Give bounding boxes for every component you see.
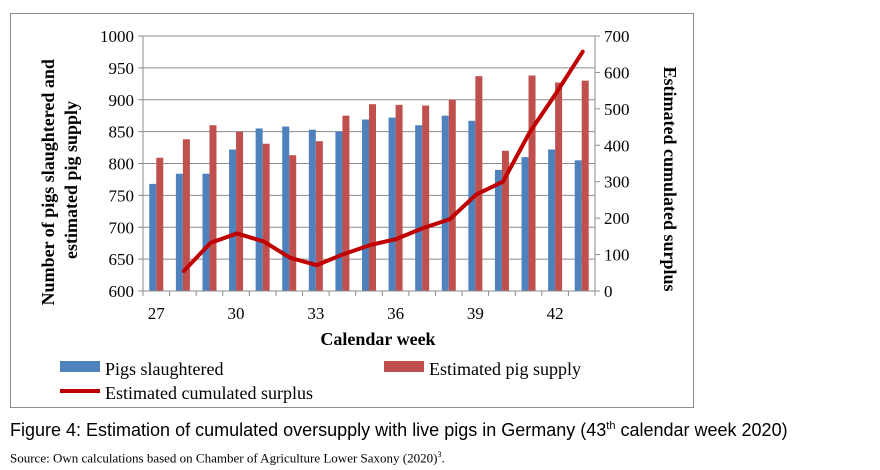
bar-estimated-pig-supply	[422, 105, 430, 291]
y2-tick-label: 500	[604, 100, 630, 119]
bars	[149, 75, 589, 292]
y-tick-label: 750	[109, 186, 135, 205]
legend-swatch-estimated-pig-supply	[384, 361, 424, 372]
bar-pigs-slaughtered	[415, 125, 423, 291]
source-end: .	[441, 450, 445, 466]
y-axis-title-line-1: Number of pigs slaughtered and	[38, 59, 58, 305]
caption-superscript: th	[606, 420, 616, 432]
bar-pigs-slaughtered	[202, 173, 210, 291]
bar-estimated-pig-supply	[448, 99, 456, 291]
bar-estimated-pig-supply	[555, 82, 563, 291]
x-tick-label: 42	[547, 304, 564, 323]
figure-caption: Figure 4: Estimation of cumulated oversu…	[10, 420, 880, 441]
chart: 600 650 700 750 800 850 900 950 1000 0 100 200 300 40…	[38, 27, 680, 403]
legend-label-estimated-cumulated-surplus: Estimated cumulated surplus	[105, 383, 313, 403]
bar-estimated-pig-supply	[262, 143, 270, 291]
bar-estimated-pig-supply	[528, 75, 536, 292]
bar-pigs-slaughtered	[548, 149, 556, 291]
bar-pigs-slaughtered	[468, 120, 476, 291]
y2-tick-label: 0	[604, 282, 613, 301]
x-tick-label: 33	[307, 304, 324, 323]
y-tick-label: 600	[109, 282, 135, 301]
y2-tick-label: 700	[604, 27, 630, 46]
y-axis-title: Number of pigs slaughtered and estimated…	[38, 55, 81, 306]
y-tick-label: 650	[109, 250, 135, 269]
bar-pigs-slaughtered	[308, 129, 316, 291]
legend-label-estimated-pig-supply: Estimated pig supply	[429, 359, 581, 379]
axes	[138, 35, 600, 296]
surplus-line	[181, 49, 585, 273]
bar-pigs-slaughtered	[521, 157, 529, 291]
chart-frame: 600 650 700 750 800 850 900 950 1000 0 100 200 300 40…	[10, 13, 694, 408]
bar-estimated-pig-supply	[475, 76, 483, 291]
bar-estimated-pig-supply	[209, 125, 217, 291]
x-tick-label: 39	[467, 304, 484, 323]
legend-swatch-pigs-slaughtered	[60, 361, 100, 372]
y2-axis-title: Estimated cumulated surplus	[660, 66, 680, 291]
x-tick-label: 36	[387, 304, 404, 323]
bar-pigs-slaughtered	[574, 160, 582, 291]
bar-pigs-slaughtered	[282, 126, 290, 292]
bar-estimated-pig-supply	[501, 150, 509, 291]
bar-pigs-slaughtered	[335, 131, 343, 291]
caption-text: Figure 4: Estimation of cumulated oversu…	[10, 420, 607, 440]
bar-pigs-slaughtered	[494, 169, 502, 291]
y2-tick-label: 300	[604, 173, 630, 192]
bar-pigs-slaughtered	[362, 119, 369, 291]
x-tick-label: 27	[148, 304, 166, 323]
source-text: Source: Own calculations based on Chambe…	[10, 450, 438, 466]
y-tick-label: 850	[109, 123, 135, 142]
source-note: Source: Own calculations based on Chambe…	[10, 450, 880, 466]
tick-labels: 600 650 700 750 800 850 900 950 1000 0 100 200 300 40…	[100, 27, 630, 323]
bar-estimated-pig-supply	[289, 155, 297, 291]
bar-estimated-pig-supply	[182, 139, 190, 291]
y-tick-label: 900	[109, 91, 135, 110]
y-axis-title-line-2: estimated pig supply	[61, 101, 81, 259]
legend-label-pigs-slaughtered: Pigs slaughtered	[105, 359, 224, 379]
bar-pigs-slaughtered	[229, 149, 237, 291]
bar-pigs-slaughtered	[149, 183, 157, 291]
bar-pigs-slaughtered	[175, 173, 183, 291]
legend: Pigs slaughtered Estimated pig supply Es…	[60, 359, 581, 403]
bar-estimated-pig-supply	[369, 104, 376, 292]
x-tick-label: 30	[228, 304, 245, 323]
y-tick-label: 950	[109, 59, 135, 78]
bar-pigs-slaughtered	[388, 117, 396, 291]
line-estimated-cumulated-surplus	[181, 49, 585, 273]
source-superscript: 3	[437, 450, 442, 459]
bar-pigs-slaughtered	[255, 128, 263, 291]
bar-estimated-pig-supply	[581, 80, 589, 291]
bar-estimated-pig-supply	[236, 131, 244, 291]
bar-pigs-slaughtered	[441, 115, 449, 291]
bar-estimated-pig-supply	[315, 141, 323, 291]
caption-text-end: calendar week 2020)	[615, 420, 788, 440]
y-tick-label: 1000	[100, 27, 134, 46]
bar-estimated-pig-supply	[156, 157, 164, 291]
y2-tick-label: 200	[604, 209, 630, 228]
bar-estimated-pig-supply	[395, 104, 403, 291]
bar-estimated-pig-supply	[342, 115, 350, 291]
x-axis-title: Calendar week	[320, 329, 435, 349]
y2-tick-label: 600	[604, 63, 630, 82]
y2-tick-label: 400	[604, 136, 630, 155]
y2-tick-label: 100	[604, 246, 630, 265]
y-tick-label: 800	[109, 155, 135, 174]
y-tick-label: 700	[109, 218, 135, 237]
